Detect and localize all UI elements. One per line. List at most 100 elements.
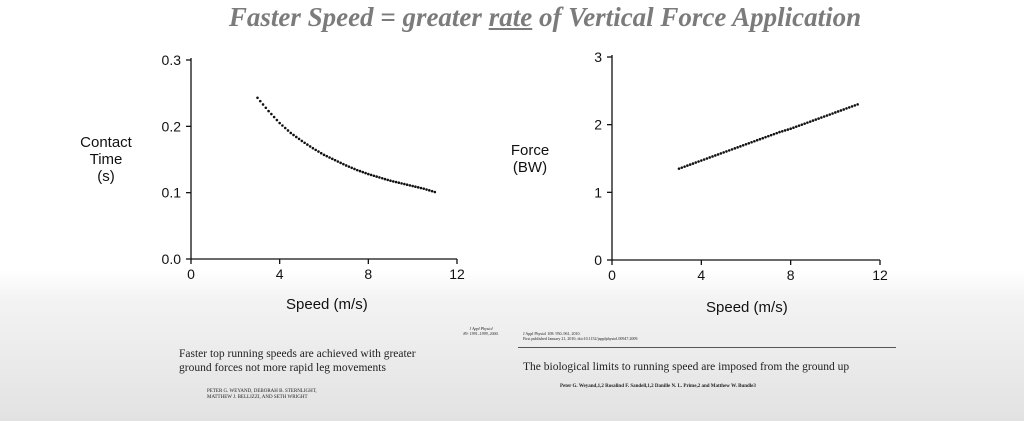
force-data-point <box>725 150 728 153</box>
force-y-tick-label: 0 <box>594 252 602 268</box>
force-data-point <box>814 118 818 121</box>
force-data-point <box>803 122 806 125</box>
left-paper-summary: Faster top running speeds are achieved w… <box>179 347 416 375</box>
contact-time-data-point <box>361 170 365 174</box>
contact-time-data-point <box>325 154 329 158</box>
force-data-point <box>713 154 717 157</box>
contact-time-data-point <box>422 187 426 190</box>
summary-line: ground forces not more rapid leg movemen… <box>179 362 386 374</box>
contact-time-data-point <box>317 150 320 153</box>
force-data-point <box>761 136 765 140</box>
contact-time-data-point <box>311 146 315 150</box>
force-data-point <box>697 160 700 163</box>
force-data-point <box>680 166 684 169</box>
force-data-point <box>850 105 854 108</box>
contact-time-data-point <box>400 182 403 185</box>
force-data-point <box>677 167 681 170</box>
force-data-point <box>753 139 756 143</box>
contact-time-y-tick-label: 0.1 <box>162 185 182 201</box>
force-data-point <box>700 159 703 162</box>
contact-time-data-point <box>380 176 384 180</box>
force-data-point <box>758 137 762 141</box>
contact-time-data-point <box>350 166 354 170</box>
force-data-point <box>750 140 753 144</box>
force-data-point <box>730 148 734 151</box>
contact-time-data-point <box>308 145 312 148</box>
contact-time-x-tick-label: 8 <box>364 266 372 282</box>
contact-time-data-point <box>378 176 381 179</box>
force-data-point <box>716 153 720 156</box>
right-x-axis-label: Speed (m/s) <box>706 299 788 316</box>
force-data-point <box>792 126 795 130</box>
contact-time-data-point <box>427 189 431 192</box>
force-data-point <box>831 112 834 115</box>
contact-time-data-point <box>389 179 392 183</box>
contact-time-data-point <box>306 143 309 146</box>
authors-line: PETER G. WEYAND, DEBORAH B. STERNLIGHT, <box>207 389 317 394</box>
contact-time-y-tick-label: 0.0 <box>162 251 182 267</box>
force-data-point <box>806 121 809 124</box>
right-journal-ref: J Appl Physiol 108: 950–961, 2010. First… <box>523 331 638 341</box>
contact-time-data-point <box>292 133 295 137</box>
ylabel-line: (BW) <box>512 159 548 176</box>
contact-time-data-point <box>386 178 390 182</box>
contact-time-data-point <box>358 169 362 173</box>
journal-line: First published January 21, 2010; doi:10… <box>523 336 639 341</box>
contact-time-data-point <box>405 183 409 187</box>
contact-time-y-tick-label: 0.3 <box>162 52 182 68</box>
right-paper-authors: Peter G. Weyand,1,2 Rosalind F. Sandell,… <box>560 384 756 389</box>
force-data-point <box>702 158 706 161</box>
left-paper-authors: PETER G. WEYAND, DEBORAH B. STERNLIGHT, … <box>207 389 317 401</box>
contact-time-data-point <box>319 151 323 155</box>
contact-time-data-point <box>286 129 290 132</box>
title-underlined-word: rate <box>488 2 533 32</box>
force-data-point <box>772 132 776 136</box>
force-data-point <box>722 151 725 154</box>
force-data-point <box>839 109 843 112</box>
force-data-point <box>783 129 787 132</box>
citation-divider <box>518 347 896 348</box>
contact-time-data-point <box>281 124 284 127</box>
force-data-point <box>820 116 823 119</box>
contact-time-data-point <box>300 139 304 143</box>
contact-time-data-point <box>303 141 306 145</box>
force-data-point <box>836 110 840 113</box>
left-x-axis-label: Speed (m/s) <box>286 296 368 313</box>
force-data-point <box>769 133 773 137</box>
force-axis-label: Force (BW) <box>500 142 560 176</box>
force-data-point <box>688 163 692 166</box>
contact-time-data-point <box>297 137 301 141</box>
force-data-point <box>719 152 723 155</box>
contact-time-data-point <box>289 131 293 135</box>
force-data-point <box>811 119 815 122</box>
contact-time-data-point <box>261 103 265 106</box>
force-data-point <box>755 138 759 142</box>
contact-time-data-point <box>355 168 359 172</box>
force-x-tick-label: 12 <box>872 267 888 283</box>
force-x-tick-label: 0 <box>608 267 616 283</box>
title-part-1: Faster Speed = greater <box>228 2 489 32</box>
summary-line: Faster top running speeds are achieved w… <box>179 348 416 360</box>
force-data-point <box>797 124 801 127</box>
force-data-point <box>789 127 792 131</box>
contact-time-x-tick-label: 4 <box>276 266 284 282</box>
contact-time-data-point <box>397 181 401 185</box>
force-data-point <box>800 123 804 126</box>
ylabel-line: Contact <box>80 134 132 151</box>
contact-time-data-point <box>433 190 437 194</box>
ylabel-line: Time <box>89 151 123 168</box>
contact-time-data-point <box>391 180 395 183</box>
force-data-point <box>744 142 748 146</box>
force-y-tick-label: 1 <box>594 184 602 200</box>
force-data-point <box>705 157 709 160</box>
journal-line: J Appl Physiol <box>469 326 493 331</box>
contact-time-axis-label: Contact Time (s) <box>74 134 138 185</box>
contact-time-x-tick-label: 12 <box>449 266 465 282</box>
contact-time-data-point <box>403 182 406 186</box>
contact-time-data-point <box>339 161 342 165</box>
force-data-point <box>834 111 837 114</box>
contact-time-data-point <box>414 185 417 188</box>
force-data-point <box>711 155 714 158</box>
force-data-point <box>808 120 812 123</box>
